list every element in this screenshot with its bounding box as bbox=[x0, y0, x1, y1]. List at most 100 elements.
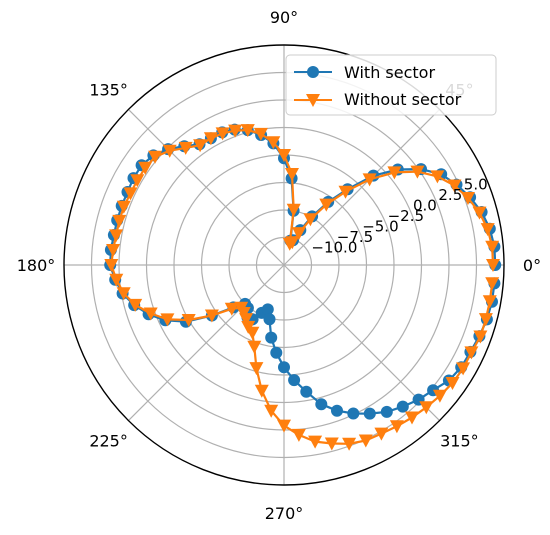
series-0-point-60 bbox=[363, 407, 376, 420]
series-1-point-31 bbox=[123, 187, 138, 201]
series-1-point-70 bbox=[482, 295, 497, 309]
series-1-point-37 bbox=[109, 273, 124, 287]
series-1-point-10 bbox=[338, 185, 353, 199]
series-1-point-54 bbox=[277, 419, 291, 433]
radial-tick-label-4: 0.0 bbox=[413, 196, 437, 214]
angular-tick-label-7: 315° bbox=[440, 431, 479, 450]
series-layer bbox=[104, 123, 502, 451]
series-1-point-38 bbox=[116, 287, 131, 301]
legend: With sector Without sector bbox=[285, 54, 497, 116]
series-1-point-53 bbox=[264, 404, 279, 418]
series-1-point-66 bbox=[456, 362, 471, 376]
series-1-point-7 bbox=[410, 165, 425, 179]
polar-frame bbox=[63, 44, 505, 486]
series-1 bbox=[104, 124, 500, 451]
series-1-point-25 bbox=[193, 139, 208, 153]
series-1-point-11 bbox=[319, 198, 334, 212]
series-1-point-55 bbox=[291, 428, 306, 442]
series-1-point-8 bbox=[387, 166, 402, 180]
series-1-point-68 bbox=[473, 330, 488, 344]
series-1-point-58 bbox=[342, 437, 357, 451]
series-1-point-36 bbox=[104, 259, 119, 272]
angular-tick-labels: 0°45°90°135°180°225°270°315° bbox=[17, 8, 541, 523]
series-1-point-15 bbox=[282, 237, 297, 251]
angular-tick-label-3: 135° bbox=[89, 81, 128, 100]
series-1-point-22 bbox=[228, 124, 243, 138]
series-1-point-13 bbox=[291, 227, 306, 241]
series-1-point-9 bbox=[362, 173, 377, 187]
series-1-point-26 bbox=[178, 141, 193, 155]
series-1-point-65 bbox=[445, 377, 460, 390]
series-1-point-4 bbox=[461, 192, 475, 205]
legend-box bbox=[285, 54, 497, 116]
series-1-point-69 bbox=[478, 313, 493, 327]
series-1-point-5 bbox=[447, 179, 462, 193]
series-1-point-21 bbox=[240, 124, 255, 138]
radial-tick-label-3: −2.5 bbox=[388, 207, 424, 225]
series-1-point-19 bbox=[266, 136, 281, 150]
legend-label-without-sector: Without sector bbox=[344, 90, 462, 109]
series-1-point-20 bbox=[253, 127, 268, 141]
angular-gridline-7 bbox=[283, 264, 440, 421]
series-1-point-56 bbox=[308, 435, 323, 449]
series-1-point-47 bbox=[239, 313, 254, 327]
series-1-point-64 bbox=[432, 389, 447, 403]
series-1-point-60 bbox=[374, 427, 389, 441]
series-1-point-52 bbox=[254, 384, 269, 398]
series-1-point-12 bbox=[303, 213, 318, 227]
series-1-point-59 bbox=[358, 434, 373, 448]
legend-label-with-sector: With sector bbox=[344, 63, 435, 82]
series-0-point-58 bbox=[331, 404, 343, 417]
radial-tick-label-0: −10.0 bbox=[311, 239, 357, 257]
angular-tick-label-5: 225° bbox=[89, 431, 128, 450]
series-0-point-51 bbox=[263, 313, 276, 326]
legend-marker-with-sector bbox=[307, 66, 319, 78]
series-0-point-59 bbox=[347, 407, 360, 420]
series-1-point-18 bbox=[277, 149, 291, 162]
series-1-point-27 bbox=[162, 144, 177, 158]
series-1-point-32 bbox=[116, 200, 131, 214]
series-1-point-63 bbox=[419, 401, 434, 415]
series-1-point-41 bbox=[160, 313, 175, 327]
series-1-point-3 bbox=[472, 206, 487, 220]
series-1-point-28 bbox=[148, 150, 163, 164]
series-0-point-50 bbox=[261, 303, 274, 316]
series-1-point-35 bbox=[106, 244, 121, 257]
angular-tick-label-6: 270° bbox=[265, 504, 304, 523]
grid bbox=[64, 45, 504, 485]
series-1-point-1 bbox=[485, 240, 500, 254]
series-0-point-55 bbox=[288, 374, 301, 387]
series-1-point-51 bbox=[249, 362, 264, 376]
series-1-point-62 bbox=[405, 411, 419, 425]
angular-gridline-5 bbox=[128, 264, 285, 421]
series-1-point-24 bbox=[203, 132, 218, 146]
series-1-point-49 bbox=[245, 326, 260, 340]
series-1-point-44 bbox=[224, 302, 239, 316]
series-1-point-57 bbox=[324, 437, 339, 451]
series-0-point-61 bbox=[380, 405, 393, 418]
legend-marker-without-sector bbox=[306, 94, 320, 107]
series-1-point-34 bbox=[109, 229, 124, 243]
series-1-point-17 bbox=[285, 168, 299, 181]
series-0-point-54 bbox=[278, 361, 290, 374]
angular-gridline-1 bbox=[283, 109, 440, 266]
series-1-point-42 bbox=[181, 314, 196, 327]
series-0-point-62 bbox=[396, 400, 409, 413]
series-1-point-61 bbox=[389, 420, 404, 434]
angular-tick-label-0: 0° bbox=[523, 256, 541, 275]
series-1-point-2 bbox=[480, 223, 495, 237]
series-1-point-16 bbox=[286, 203, 301, 217]
series-1-point-50 bbox=[247, 340, 262, 354]
series-1-point-43 bbox=[204, 309, 219, 323]
radial-tick-label-6: 5.0 bbox=[464, 175, 488, 193]
radial-tick-label-5: 2.5 bbox=[438, 186, 462, 204]
radial-tick-label-1: −7.5 bbox=[337, 228, 373, 246]
series-1-point-6 bbox=[430, 170, 445, 184]
series-0-point-53 bbox=[270, 346, 283, 359]
radial-tick-label-2: −5.0 bbox=[362, 217, 398, 235]
series-0-point-52 bbox=[265, 331, 278, 344]
series-1-point-39 bbox=[128, 298, 143, 312]
series-1-point-71 bbox=[485, 277, 500, 291]
series-1-point-30 bbox=[130, 174, 145, 188]
